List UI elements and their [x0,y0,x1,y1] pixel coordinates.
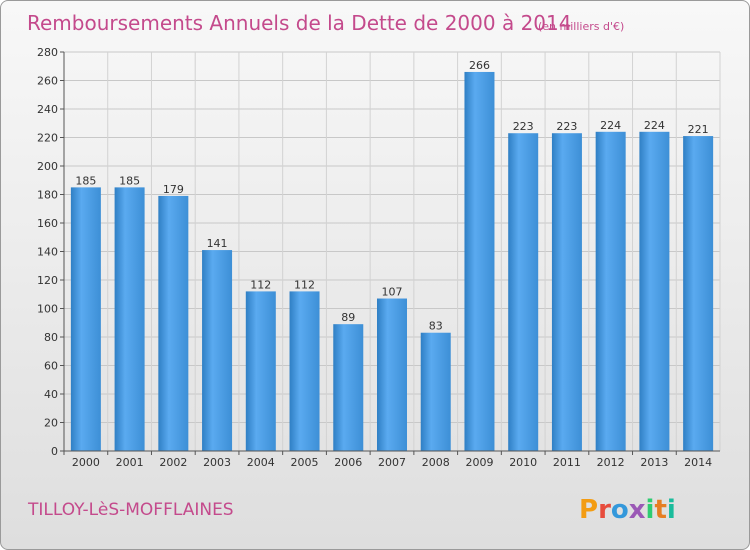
data-label: 266 [469,59,490,72]
x-tick-label: 2000 [72,456,100,469]
y-tick-label: 40 [44,388,58,401]
logo-letter: t [654,495,666,525]
data-label: 83 [429,320,443,333]
y-tick-label: 60 [44,360,58,373]
chart-title: Remboursements Annuels de la Dette de 20… [27,11,571,35]
bar [114,187,145,451]
logo-letter: P [579,495,598,525]
bar [377,298,407,451]
data-label: 185 [119,174,140,187]
x-tick-label: 2006 [334,456,362,469]
data-label: 107 [382,286,403,299]
logo-letter: i [646,495,655,525]
logo-letter: r [598,495,611,525]
bar [639,131,670,452]
data-label: 112 [250,278,271,291]
data-label: 221 [688,123,709,136]
y-tick-label: 80 [44,331,58,344]
bar [595,131,626,452]
bars: 185 185 179 141 112 112 89 107 83 266 223 223 224 224… [70,59,714,452]
proxiti-logo: Proxiti [579,495,676,525]
x-tick-label: 2012 [597,456,625,469]
bar [420,332,451,451]
bar [245,291,276,451]
bar [683,136,714,451]
bar [551,133,582,451]
y-tick-label: 120 [37,274,58,287]
logo-letter: o [611,495,629,525]
x-tick-label: 2013 [640,456,668,469]
logo-letter: i [667,495,676,525]
y-tick-label: 260 [37,75,58,88]
x-tick-label: 2001 [116,456,144,469]
bar [70,187,101,451]
logo-letter: x [629,495,646,525]
y-tick-label: 200 [37,160,58,173]
data-label: 179 [163,183,184,196]
y-tick-label: 240 [37,103,58,116]
data-label: 223 [513,120,534,133]
axes: 0 20 40 60 80 100 120 140 160 180 200 220 240 260 280 2… [37,46,720,469]
chart-subtitle: (en milliers d'€) [538,20,624,33]
y-tick-label: 280 [37,46,58,59]
data-label: 224 [644,119,665,132]
x-tick-label: 2007 [378,456,406,469]
x-tick-label: 2002 [159,456,187,469]
bar [464,71,495,451]
y-tick-label: 160 [37,217,58,230]
bar [508,133,539,451]
x-tick-label: 2014 [684,456,712,469]
x-tick-label: 2009 [465,456,493,469]
data-label: 224 [600,119,621,132]
data-label: 89 [341,311,355,324]
bar [158,195,189,451]
y-tick-label: 140 [37,246,58,259]
data-label: 141 [207,237,228,250]
data-label: 112 [294,278,315,291]
y-tick-label: 100 [37,303,58,316]
y-tick-label: 180 [37,189,58,202]
x-tick-label: 2011 [553,456,581,469]
data-label: 223 [556,120,577,133]
x-tick-label: 2005 [291,456,319,469]
commune-name: TILLOY-LèS-MOFFLAINES [27,500,234,520]
x-tick-label: 2004 [247,456,275,469]
bar [289,291,320,451]
y-tick-label: 20 [44,417,58,430]
data-label: 185 [75,174,96,187]
x-tick-label: 2010 [509,456,537,469]
bar [333,324,364,451]
x-tick-label: 2003 [203,456,231,469]
bar [202,250,233,451]
y-tick-label: 0 [51,445,58,458]
y-tick-label: 220 [37,132,58,145]
x-tick-label: 2008 [422,456,450,469]
